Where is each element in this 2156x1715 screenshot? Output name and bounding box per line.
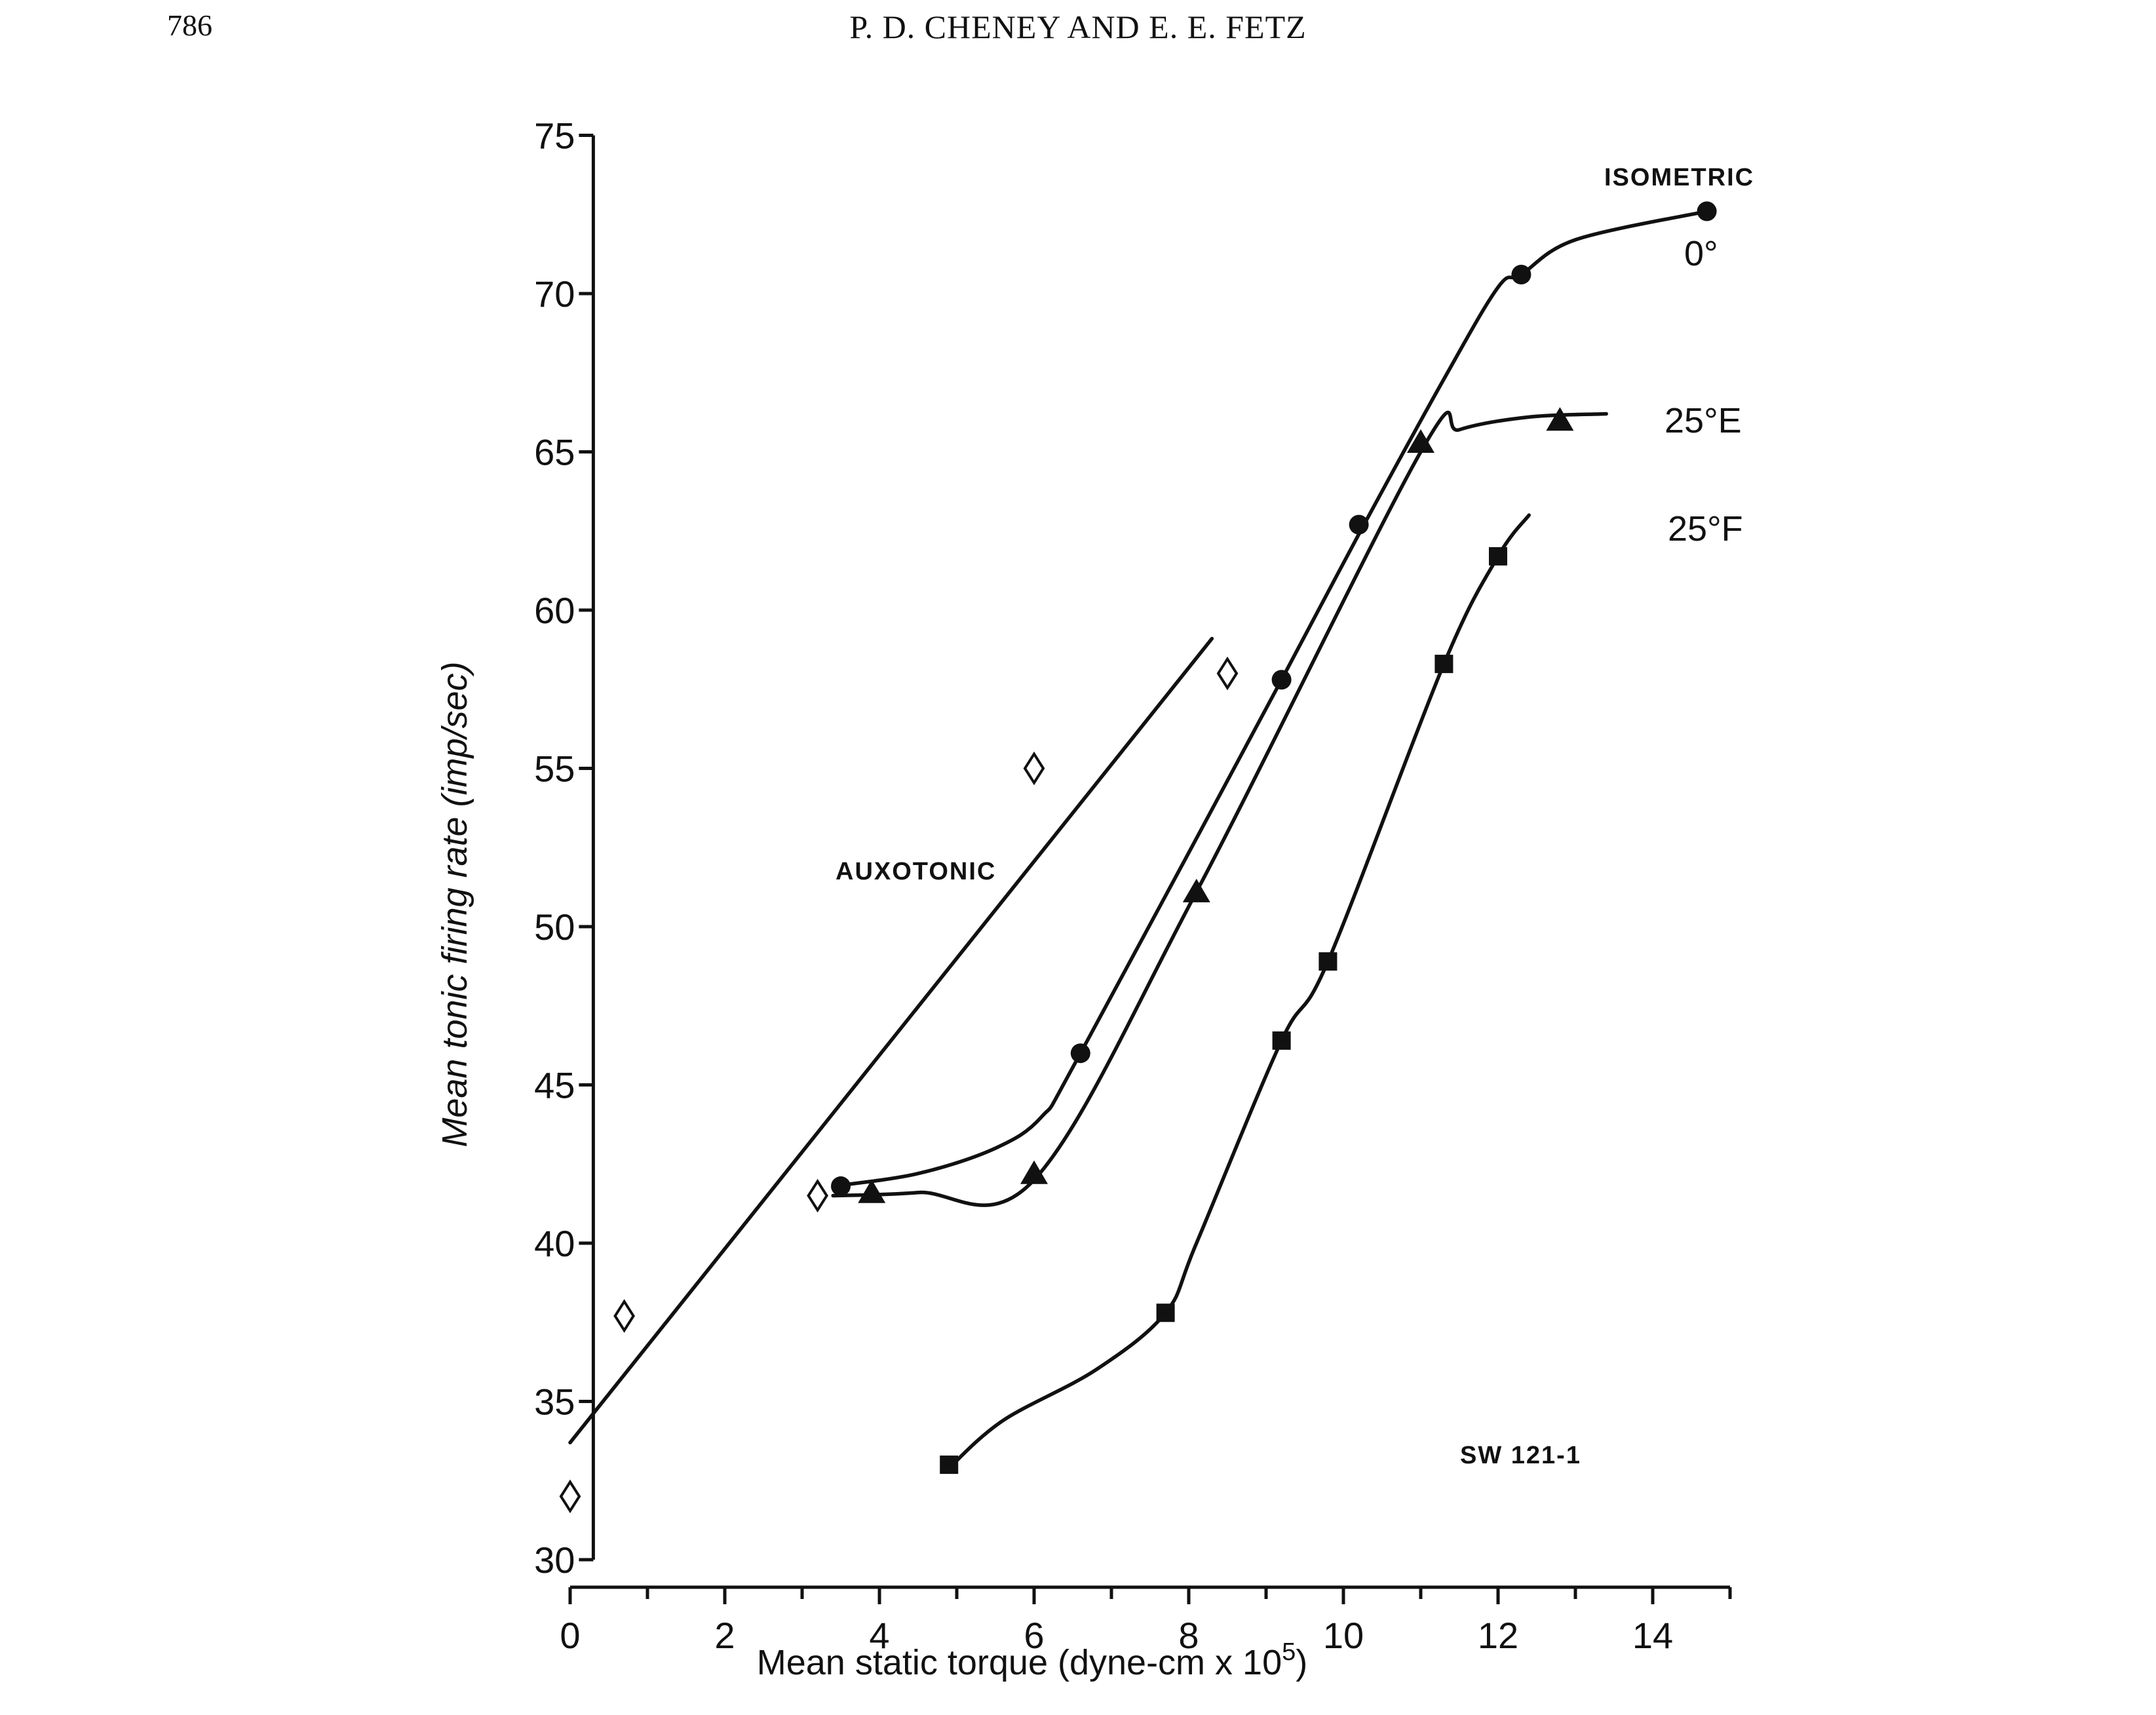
legend-label-25f: 25°F: [1668, 509, 1743, 549]
point-circle: [1697, 201, 1717, 222]
legend-label-0deg: 0°: [1684, 234, 1718, 273]
point-square: [1319, 952, 1338, 971]
axes: 30 35 40 45 50 55 60 65 70 75 0 2 4 6 8 10 12 14: [534, 115, 1732, 1656]
fit-curves: [568, 209, 1709, 1470]
y-tick-label: 55: [534, 748, 575, 790]
y-tick-label: 70: [534, 273, 575, 315]
annotation-auxotonic: AUXOTONIC: [836, 858, 996, 885]
y-tick-label: 75: [534, 115, 575, 157]
point-triangle: [1020, 1160, 1048, 1184]
x-tick-label: 0: [560, 1615, 580, 1656]
x-tick-label: 14: [1632, 1615, 1673, 1656]
point-diamond: [1216, 656, 1239, 691]
x-axis-title-main: Mean static torque (dyne-cm x 10: [757, 1643, 1282, 1682]
x-tick-label: 2: [714, 1615, 735, 1656]
curve-1: [831, 209, 1709, 1188]
y-axis-title: Mean tonic firing rate (imp/sec): [435, 661, 474, 1147]
curve-2: [831, 410, 1608, 1207]
x-tick-label: 10: [1323, 1615, 1364, 1656]
x-tick-label: 4: [869, 1615, 889, 1656]
point-diamond: [1023, 751, 1045, 786]
point-triangle: [858, 1179, 886, 1203]
point-square: [1156, 1303, 1175, 1322]
point-triangle: [1407, 429, 1434, 453]
y-tick-label: 60: [534, 590, 575, 631]
point-diamond: [807, 1178, 828, 1213]
point-square: [1489, 547, 1507, 566]
data-markers: [559, 201, 1717, 1514]
point-diamond: [559, 1479, 581, 1514]
page-number: 786: [167, 9, 212, 42]
running-head: P. D. CHENEY AND E. E. FETZ: [849, 9, 1307, 45]
point-circle: [1511, 265, 1531, 285]
x-tick-label: 6: [1024, 1615, 1044, 1656]
y-tick-label: 45: [534, 1065, 575, 1106]
annotation-specimen: SW 121-1: [1460, 1442, 1581, 1469]
point-circle: [831, 1176, 851, 1197]
point-diamond: [613, 1299, 635, 1333]
point-square: [1272, 1031, 1291, 1050]
y-tick-label: 30: [534, 1539, 575, 1581]
point-triangle: [1182, 878, 1210, 902]
y-tick-label: 65: [534, 432, 575, 473]
point-circle: [1070, 1043, 1090, 1064]
x-axis-title-superscript: 5: [1282, 1638, 1296, 1666]
point-square: [940, 1455, 959, 1474]
point-circle: [1349, 514, 1369, 535]
legend-label-25e: 25°E: [1665, 401, 1742, 440]
point-circle: [1271, 670, 1292, 690]
page-header: 786 P. D. CHENEY AND E. E. FETZ: [0, 0, 2156, 72]
x-tick-label: 12: [1478, 1615, 1518, 1656]
x-axis-title-close: ): [1296, 1643, 1307, 1682]
point-triangle: [1546, 407, 1574, 431]
y-tick-label: 40: [534, 1223, 575, 1264]
x-tick-label: 8: [1178, 1615, 1199, 1656]
curve-3: [947, 513, 1531, 1470]
x-axis-title: Mean static torque (dyne-cm x 105): [757, 1638, 1307, 1682]
y-tick-label: 35: [534, 1381, 575, 1423]
chart-labels: Mean static torque (dyne-cm x 105) Mean …: [435, 164, 1754, 1682]
y-tick-label: 50: [534, 906, 575, 948]
point-square: [1434, 655, 1453, 674]
annotation-isometric: ISOMETRIC: [1604, 164, 1754, 191]
curve-4: [568, 636, 1214, 1445]
